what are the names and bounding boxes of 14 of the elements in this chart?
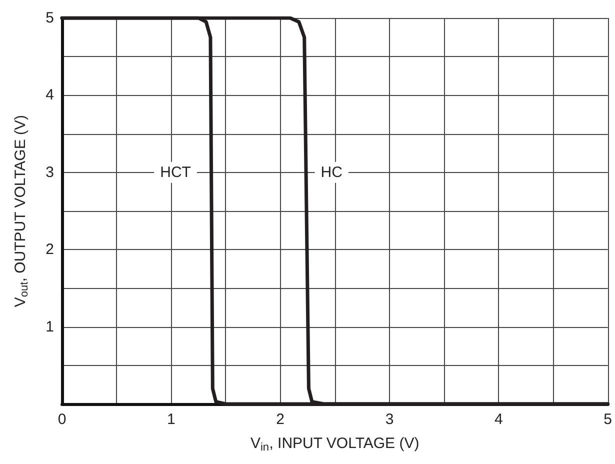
- x-tick-label: 1: [166, 411, 176, 428]
- x-tick-label: 2: [276, 411, 285, 428]
- x-tick-label: 0: [58, 411, 66, 428]
- y-axis-title: Vout, OUTPUT VOLTAGE (V): [12, 115, 30, 308]
- y-tick-label: 3: [46, 164, 54, 181]
- annotation: HCT: [160, 164, 191, 181]
- x-tick-label: 3: [385, 411, 394, 428]
- annotation: HC: [320, 164, 343, 181]
- x-tick-label: 5: [604, 411, 612, 428]
- x-tick-label: 4: [494, 411, 503, 428]
- y-tick-label: 4: [46, 86, 54, 104]
- y-tick-label: 1: [46, 318, 54, 336]
- y-tick-label: 5: [46, 10, 54, 26]
- y-tick-label: 2: [46, 241, 54, 258]
